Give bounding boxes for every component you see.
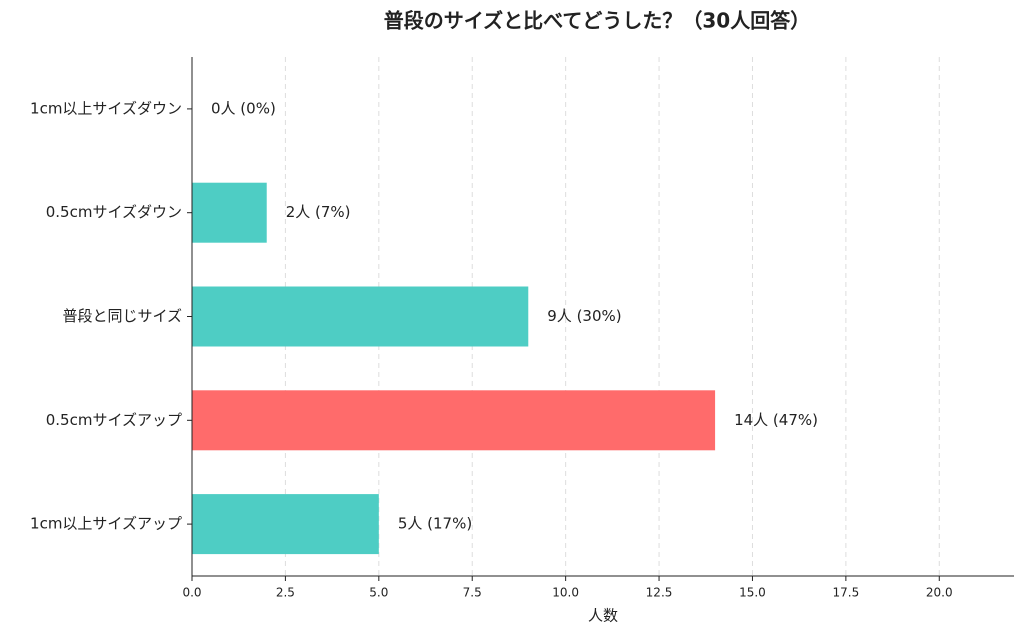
- y-tick-label: 0.5cmサイズアップ: [46, 411, 182, 429]
- bar: [192, 182, 267, 243]
- x-tick-label: 15.0: [739, 586, 766, 600]
- data-label: 9人 (30%): [547, 307, 621, 325]
- x-tick-label: 7.5: [463, 586, 482, 600]
- x-tick-label: 10.0: [552, 586, 579, 600]
- data-label: 5人 (17%): [398, 515, 472, 533]
- x-tick-label: 17.5: [833, 586, 860, 600]
- bar: [192, 494, 379, 555]
- y-tick-label: 1cm以上サイズダウン: [30, 99, 182, 117]
- x-tick-label: 12.5: [646, 586, 673, 600]
- y-tick-label: 0.5cmサイズダウン: [46, 203, 182, 221]
- chart-title: 普段のサイズと比べてどうした？（30人回答）: [384, 9, 810, 33]
- bar: [192, 286, 529, 347]
- x-tick-label: 0.0: [182, 586, 201, 600]
- x-tick-label: 5.0: [369, 586, 388, 600]
- x-tick-label: 2.5: [276, 586, 295, 600]
- data-label: 14人 (47%): [734, 411, 818, 429]
- data-label: 2人 (7%): [286, 203, 351, 221]
- x-tick-label: 20.0: [926, 586, 953, 600]
- y-tick-label: 普段と同じサイズ: [62, 307, 182, 325]
- x-axis-label: 人数: [588, 607, 618, 625]
- bar: [192, 390, 716, 451]
- data-label: 0人 (0%): [211, 99, 276, 117]
- y-tick-label: 1cm以上サイズアップ: [30, 515, 182, 533]
